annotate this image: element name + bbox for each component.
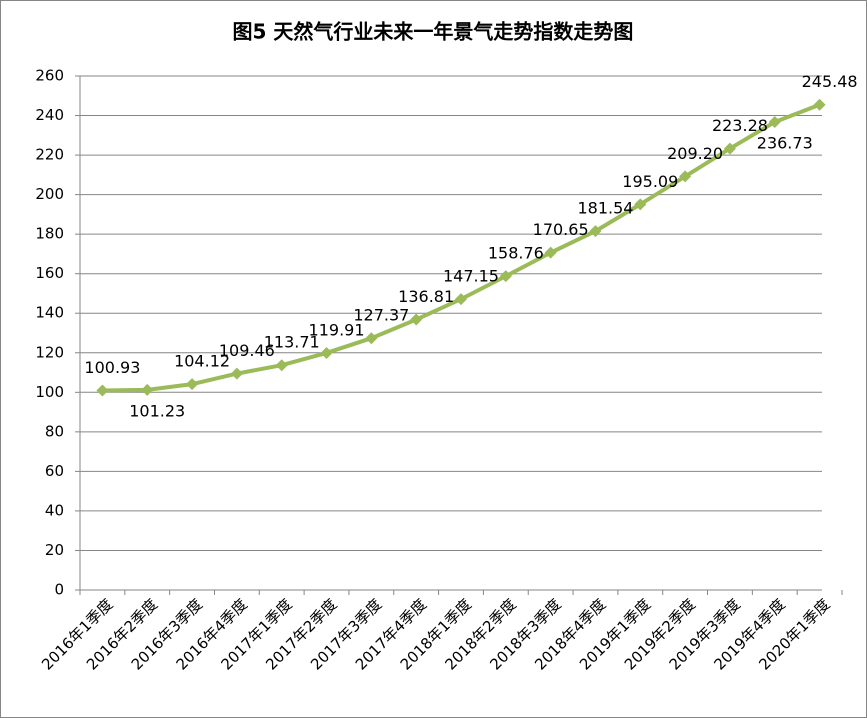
y-tick-label: 260 [35,67,64,85]
marker [275,359,288,372]
marker [723,142,736,155]
data-label: 223.28 [712,116,768,135]
data-label: 113.71 [264,333,320,352]
marker [634,198,647,211]
data-label: 236.73 [757,134,813,153]
y-tick-label: 140 [35,304,64,322]
data-label: 119.91 [309,320,365,339]
data-label: 100.93 [84,358,140,377]
y-tick-label: 100 [35,383,64,401]
y-tick-label: 240 [35,106,64,124]
marker [455,293,467,306]
data-label: 158.76 [488,244,544,263]
data-label: 209.20 [667,144,723,163]
marker [96,384,109,397]
marker [813,98,826,111]
y-tick-label: 160 [35,264,64,282]
y-tick-label: 20 [45,541,64,559]
marker [679,170,692,183]
marker [499,270,512,283]
data-label: 181.54 [577,199,633,218]
marker [589,225,602,238]
chart-title: 图5 天然气行业未来一年景气走势指数走势图 [233,20,634,44]
data-label: 101.23 [129,401,185,420]
data-label: 245.48 [802,72,858,91]
marker [141,383,154,396]
y-tick-label: 40 [45,501,64,519]
data-label: 195.09 [622,172,678,191]
y-tick-label: 120 [35,343,64,361]
data-label: 170.65 [533,220,589,239]
data-label: 109.46 [219,341,275,360]
marker [230,367,243,380]
y-tick-label: 0 [54,581,64,599]
marker [768,116,781,129]
data-label: 127.37 [353,306,409,325]
y-tick-label: 200 [35,185,64,203]
data-label: 104.12 [174,352,230,371]
y-tick-label: 60 [45,462,64,480]
marker [410,313,423,326]
y-tick-label: 220 [35,146,64,164]
marker [186,378,199,391]
y-tick-label: 180 [35,225,64,243]
data-label: 136.81 [398,287,454,306]
data-label: 147.15 [443,267,499,286]
y-tick-label: 80 [45,422,64,440]
marker [320,346,333,359]
marker [544,246,557,259]
marker [365,332,378,345]
